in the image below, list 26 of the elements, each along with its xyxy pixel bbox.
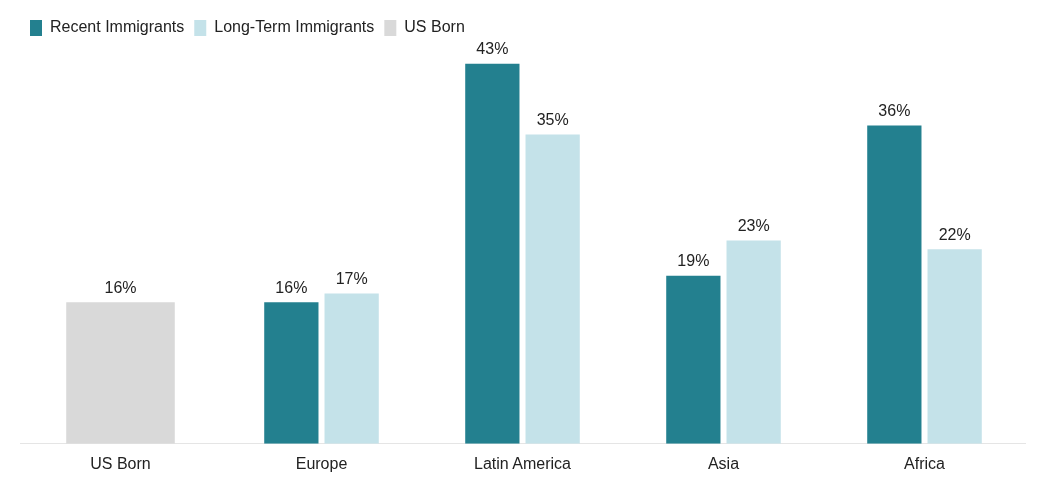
data-label: 16% xyxy=(275,278,308,296)
legend-label: Recent Immigrants xyxy=(50,18,185,36)
bar xyxy=(867,125,922,444)
bar xyxy=(927,249,982,444)
bar xyxy=(465,63,520,444)
data-label: 23% xyxy=(737,216,770,234)
bar xyxy=(525,134,580,444)
x-tick-label: US Born xyxy=(90,454,151,472)
data-label: 16% xyxy=(104,278,137,296)
bar xyxy=(666,275,721,444)
data-label: 19% xyxy=(677,252,710,270)
legend-label: Long-Term Immigrants xyxy=(214,18,375,36)
data-label: 43% xyxy=(476,40,509,58)
x-tick-label: Africa xyxy=(904,454,946,472)
x-tick-label: Europe xyxy=(295,454,348,472)
data-label: 36% xyxy=(878,101,911,119)
x-tick-label: Latin America xyxy=(474,454,572,472)
data-label: 17% xyxy=(335,269,368,287)
legend-label: US Born xyxy=(404,18,465,36)
bar xyxy=(324,293,379,444)
x-tick-label: Asia xyxy=(707,454,740,472)
data-label: 35% xyxy=(536,110,569,128)
bar xyxy=(66,302,175,444)
data-label: 22% xyxy=(938,225,971,243)
bar xyxy=(264,302,319,444)
bar xyxy=(726,240,781,444)
